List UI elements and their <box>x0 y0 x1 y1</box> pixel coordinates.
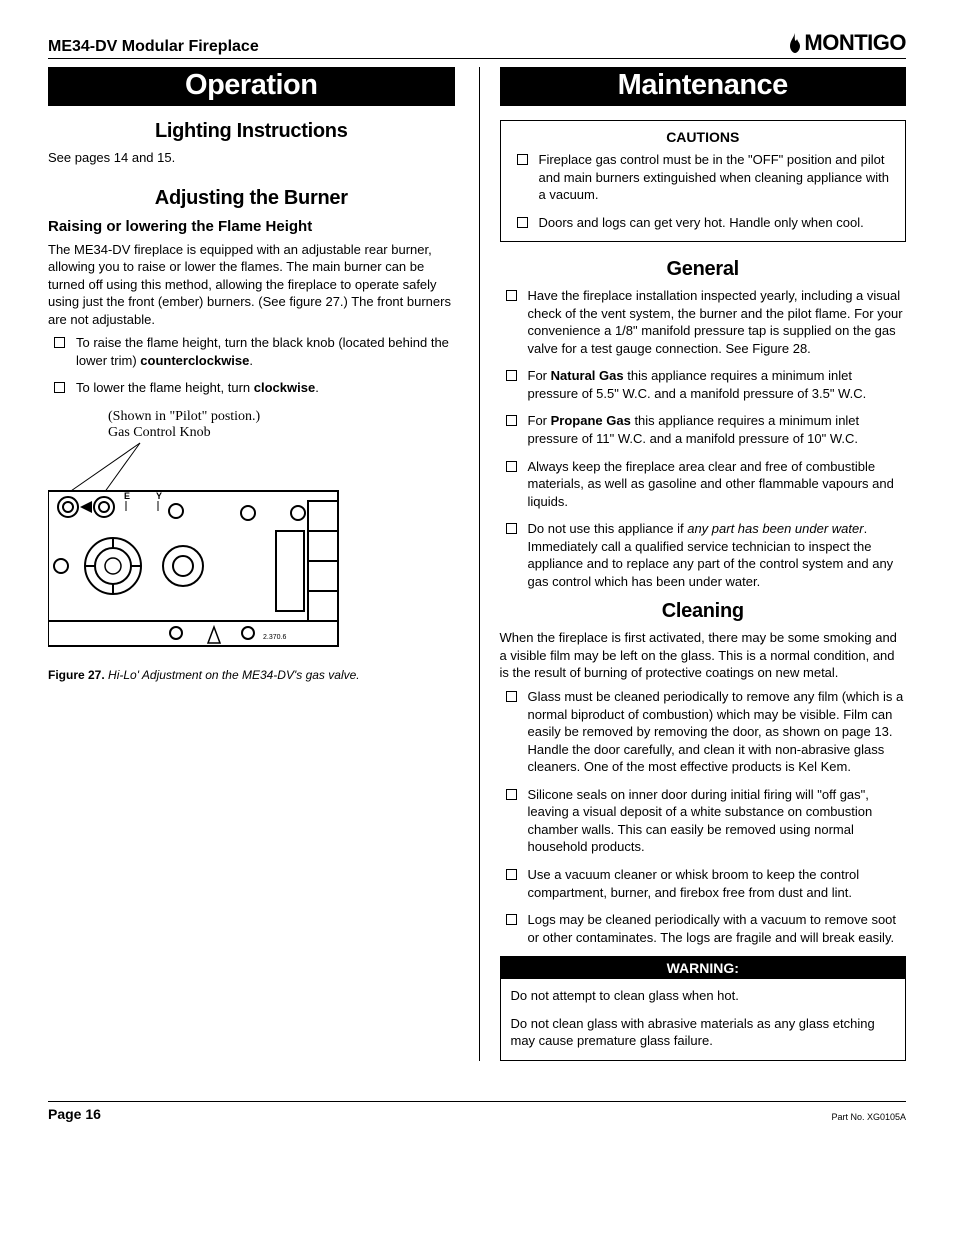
general-list: Have the fireplace installation inspecte… <box>500 287 907 590</box>
list-item: Silicone seals on inner door during init… <box>500 786 907 856</box>
list-item: Have the fireplace installation inspecte… <box>500 287 907 357</box>
warning-body: Do not attempt to clean glass when hot. … <box>501 979 906 1060</box>
lighting-text: See pages 14 and 15. <box>48 149 455 167</box>
figure-caption: Figure 27. Hi-Lo' Adjustment on the ME34… <box>48 668 455 682</box>
left-column: Operation Lighting Instructions See page… <box>48 67 455 1061</box>
list-item: To raise the flame height, turn the blac… <box>48 334 455 369</box>
list-item: Glass must be cleaned periodically to re… <box>500 688 907 776</box>
list-item: For Natural Gas this appliance requires … <box>500 367 907 402</box>
page-number: Page 16 <box>48 1106 101 1122</box>
cautions-box: CAUTIONS Fireplace gas control must be i… <box>500 120 907 242</box>
list-item: To lower the flame height, turn clockwis… <box>48 379 455 397</box>
cautions-list: Fireplace gas control must be in the "OF… <box>511 151 896 231</box>
brand-logo: MONTIGO <box>788 30 906 56</box>
gas-valve-diagram: E Y <box>48 441 348 651</box>
list-item: Fireplace gas control must be in the "OF… <box>511 151 896 204</box>
operation-banner: Operation <box>48 67 455 106</box>
list-item: Doors and logs can get very hot. Handle … <box>511 214 896 232</box>
warning-p1: Do not attempt to clean glass when hot. <box>511 987 896 1005</box>
brand-text: MONTIGO <box>804 30 906 56</box>
adjusting-bullets: To raise the flame height, turn the blac… <box>48 334 455 397</box>
part-number: Part No. XG0105A <box>831 1112 906 1122</box>
general-heading: General <box>500 258 907 281</box>
figure-label-1: (Shown in "Pilot" postion.) <box>108 409 455 425</box>
adjusting-subheading: Raising or lowering the Flame Height <box>48 218 455 235</box>
content-columns: Operation Lighting Instructions See page… <box>48 67 906 1061</box>
cautions-title: CAUTIONS <box>511 129 896 145</box>
figure-label-2: Gas Control Knob <box>108 425 455 441</box>
maintenance-banner: Maintenance <box>500 67 907 106</box>
flame-icon <box>788 33 802 53</box>
warning-title: WARNING: <box>501 957 906 979</box>
warning-box: WARNING: Do not attempt to clean glass w… <box>500 956 907 1061</box>
figure-number: Figure 27. <box>48 668 105 682</box>
page-footer: Page 16 Part No. XG0105A <box>48 1101 906 1122</box>
svg-text:E: E <box>124 491 130 501</box>
adjusting-heading: Adjusting the Burner <box>48 187 455 210</box>
figure-27: (Shown in "Pilot" postion.) Gas Control … <box>48 409 455 682</box>
adjusting-para: The ME34-DV fireplace is equipped with a… <box>48 241 455 329</box>
list-item: Use a vacuum cleaner or whisk broom to k… <box>500 866 907 901</box>
cleaning-list: Glass must be cleaned periodically to re… <box>500 688 907 946</box>
warning-p2: Do not clean glass with abrasive materia… <box>511 1015 896 1050</box>
svg-text:2.370.6: 2.370.6 <box>263 634 286 641</box>
list-item: Logs may be cleaned periodically with a … <box>500 911 907 946</box>
right-column: Maintenance CAUTIONS Fireplace gas contr… <box>479 67 907 1061</box>
product-title: ME34-DV Modular Fireplace <box>48 38 259 56</box>
figure-caption-text: Hi-Lo' Adjustment on the ME34-DV's gas v… <box>108 668 360 682</box>
list-item: For Propane Gas this appliance requires … <box>500 412 907 447</box>
cleaning-heading: Cleaning <box>500 600 907 623</box>
svg-text:Y: Y <box>156 491 162 501</box>
list-item: Always keep the fireplace area clear and… <box>500 458 907 511</box>
lighting-heading: Lighting Instructions <box>48 120 455 143</box>
cleaning-intro: When the fireplace is first activated, t… <box>500 629 907 682</box>
page-header: ME34-DV Modular Fireplace MONTIGO <box>48 30 906 59</box>
list-item: Do not use this appliance if any part ha… <box>500 520 907 590</box>
